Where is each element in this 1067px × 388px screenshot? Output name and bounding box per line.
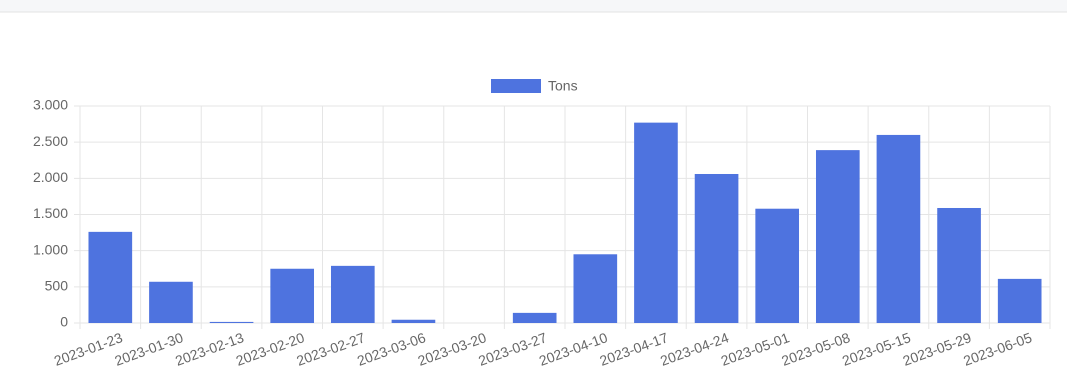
x-tick-label: 2023-02-13 <box>173 329 246 369</box>
x-tick-label: 2023-03-27 <box>476 329 549 369</box>
bar <box>997 278 1042 323</box>
x-tick-label: 2023-04-10 <box>537 329 610 369</box>
y-tick-label: 1.000 <box>33 241 68 257</box>
x-tick-label: 2023-02-20 <box>234 329 307 369</box>
bar <box>634 122 678 324</box>
bar <box>330 265 375 323</box>
top-bar <box>0 0 1067 12</box>
x-tick-label: 2023-05-15 <box>840 329 913 369</box>
x-tick-label: 2023-01-30 <box>112 329 185 369</box>
y-tick-label: 0 <box>60 314 68 330</box>
y-tick-label: 1.500 <box>33 205 68 221</box>
y-tick-label: 3.000 <box>33 97 68 113</box>
x-tick-label: 2023-05-01 <box>719 329 792 369</box>
x-tick-label: 2023-02-27 <box>294 329 367 369</box>
bar <box>815 150 860 323</box>
x-tick-label: 2023-03-20 <box>416 329 489 369</box>
y-tick-label: 500 <box>45 278 69 294</box>
x-tick-label: 2023-06-05 <box>961 329 1034 369</box>
y-tick-label: 2.500 <box>33 133 68 149</box>
x-tick-label: 2023-04-17 <box>597 329 670 369</box>
bar <box>149 281 193 323</box>
x-tick-label: 2023-03-06 <box>355 329 428 369</box>
legend-swatch <box>491 79 541 93</box>
bar <box>391 319 436 323</box>
bar <box>573 254 618 323</box>
x-tick-label: 2023-01-23 <box>52 329 125 369</box>
x-tick-label: 2023-04-24 <box>658 329 731 369</box>
bar <box>512 312 557 323</box>
x-tick-label: 2023-05-29 <box>901 329 974 369</box>
bar <box>270 268 315 323</box>
bar <box>755 208 800 323</box>
bar <box>876 134 921 323</box>
bar <box>937 207 981 323</box>
y-tick-label: 2.000 <box>33 169 68 185</box>
bar <box>88 231 133 323</box>
x-tick-label: 2023-05-08 <box>779 329 852 369</box>
bar <box>694 173 739 323</box>
bar <box>209 321 254 323</box>
legend-label: Tons <box>548 78 578 94</box>
